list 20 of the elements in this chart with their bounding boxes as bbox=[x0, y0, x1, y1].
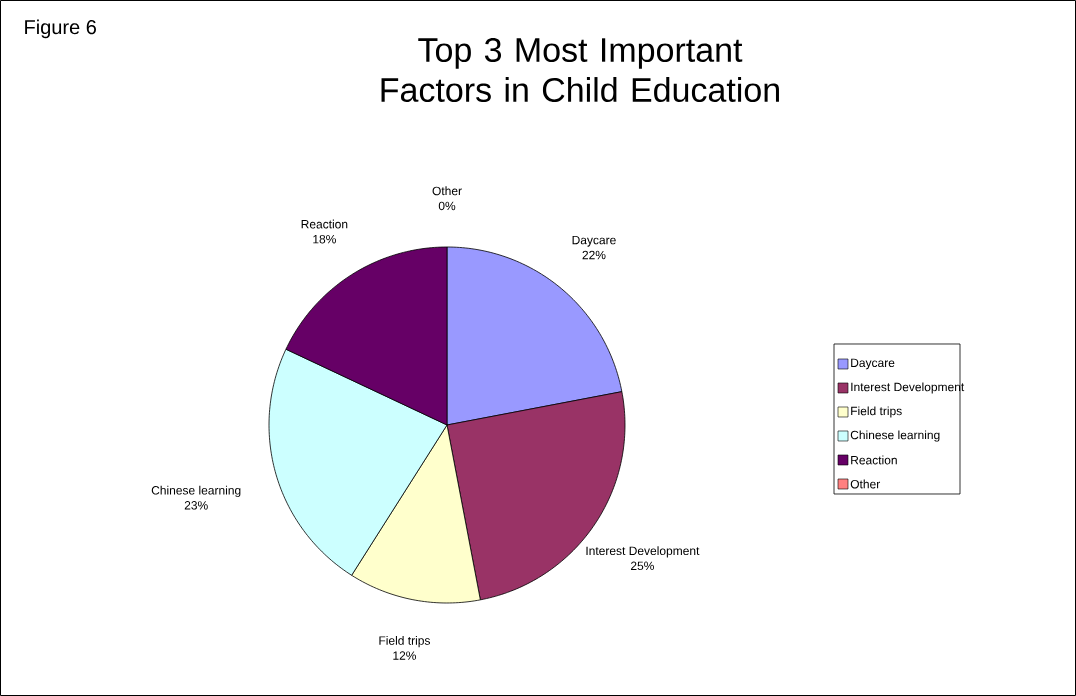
legend-label: Chinese learning bbox=[850, 430, 940, 442]
legend-label: Daycare bbox=[851, 358, 895, 370]
chart-title: Top 3 Most Important Factors in Child Education bbox=[381, 37, 779, 103]
slice-label: Field trips bbox=[379, 636, 430, 648]
slice-label: Interest Development bbox=[586, 546, 700, 558]
data-label: 12% bbox=[393, 651, 417, 660]
legend-label: Reaction bbox=[851, 455, 897, 465]
legend-label: Interest Development bbox=[851, 382, 965, 394]
caption: Figure 6 bbox=[25, 19, 96, 39]
slice-label: Chinese learning bbox=[151, 485, 241, 497]
category-label: Other bbox=[432, 186, 462, 196]
legend-label: Other bbox=[850, 479, 881, 489]
slice-label: Reaction bbox=[301, 219, 348, 229]
slice-label: Daycare bbox=[572, 235, 616, 247]
data-label: 25% bbox=[630, 561, 654, 571]
data-label: 18% bbox=[313, 234, 336, 244]
legend-label: Field trips bbox=[851, 406, 902, 418]
data-label: 23% bbox=[184, 501, 208, 510]
data-label: 22% bbox=[582, 250, 606, 260]
text: 0% bbox=[438, 201, 456, 211]
